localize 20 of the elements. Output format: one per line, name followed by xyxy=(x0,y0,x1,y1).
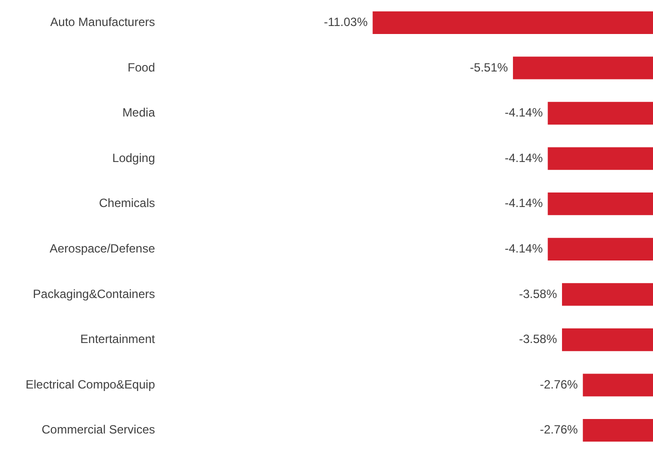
data-label: -4.14% xyxy=(504,106,544,120)
data-label: -11.03% xyxy=(324,14,368,29)
y-tick-label: Packaging&Containers xyxy=(32,286,155,301)
y-tick-label: Commercial Services xyxy=(42,422,155,437)
y-tick-label: Auto Manufacturers xyxy=(50,14,155,29)
data-label: -3.58% xyxy=(518,286,558,301)
y-tick-label: Lodging xyxy=(112,150,155,165)
y-tick-label: Chemicals xyxy=(98,196,155,210)
y-tick-label: Media xyxy=(122,106,156,120)
data-label: -3.58% xyxy=(518,332,558,346)
data-label: -2.76% xyxy=(540,377,578,392)
y-tick-label: Food xyxy=(128,60,155,74)
data-label: -2.76% xyxy=(540,422,578,437)
y-tick-label: Aerospace/Defense xyxy=(50,241,156,256)
data-label: -4.14% xyxy=(504,196,544,210)
data-label: -4.14% xyxy=(504,241,544,256)
data-label: -5.51% xyxy=(470,60,508,74)
data-label: -4.14% xyxy=(504,150,544,165)
y-tick-label: Entertainment xyxy=(80,332,156,346)
y-tick-label: Electrical Compo&Equip xyxy=(26,377,156,392)
